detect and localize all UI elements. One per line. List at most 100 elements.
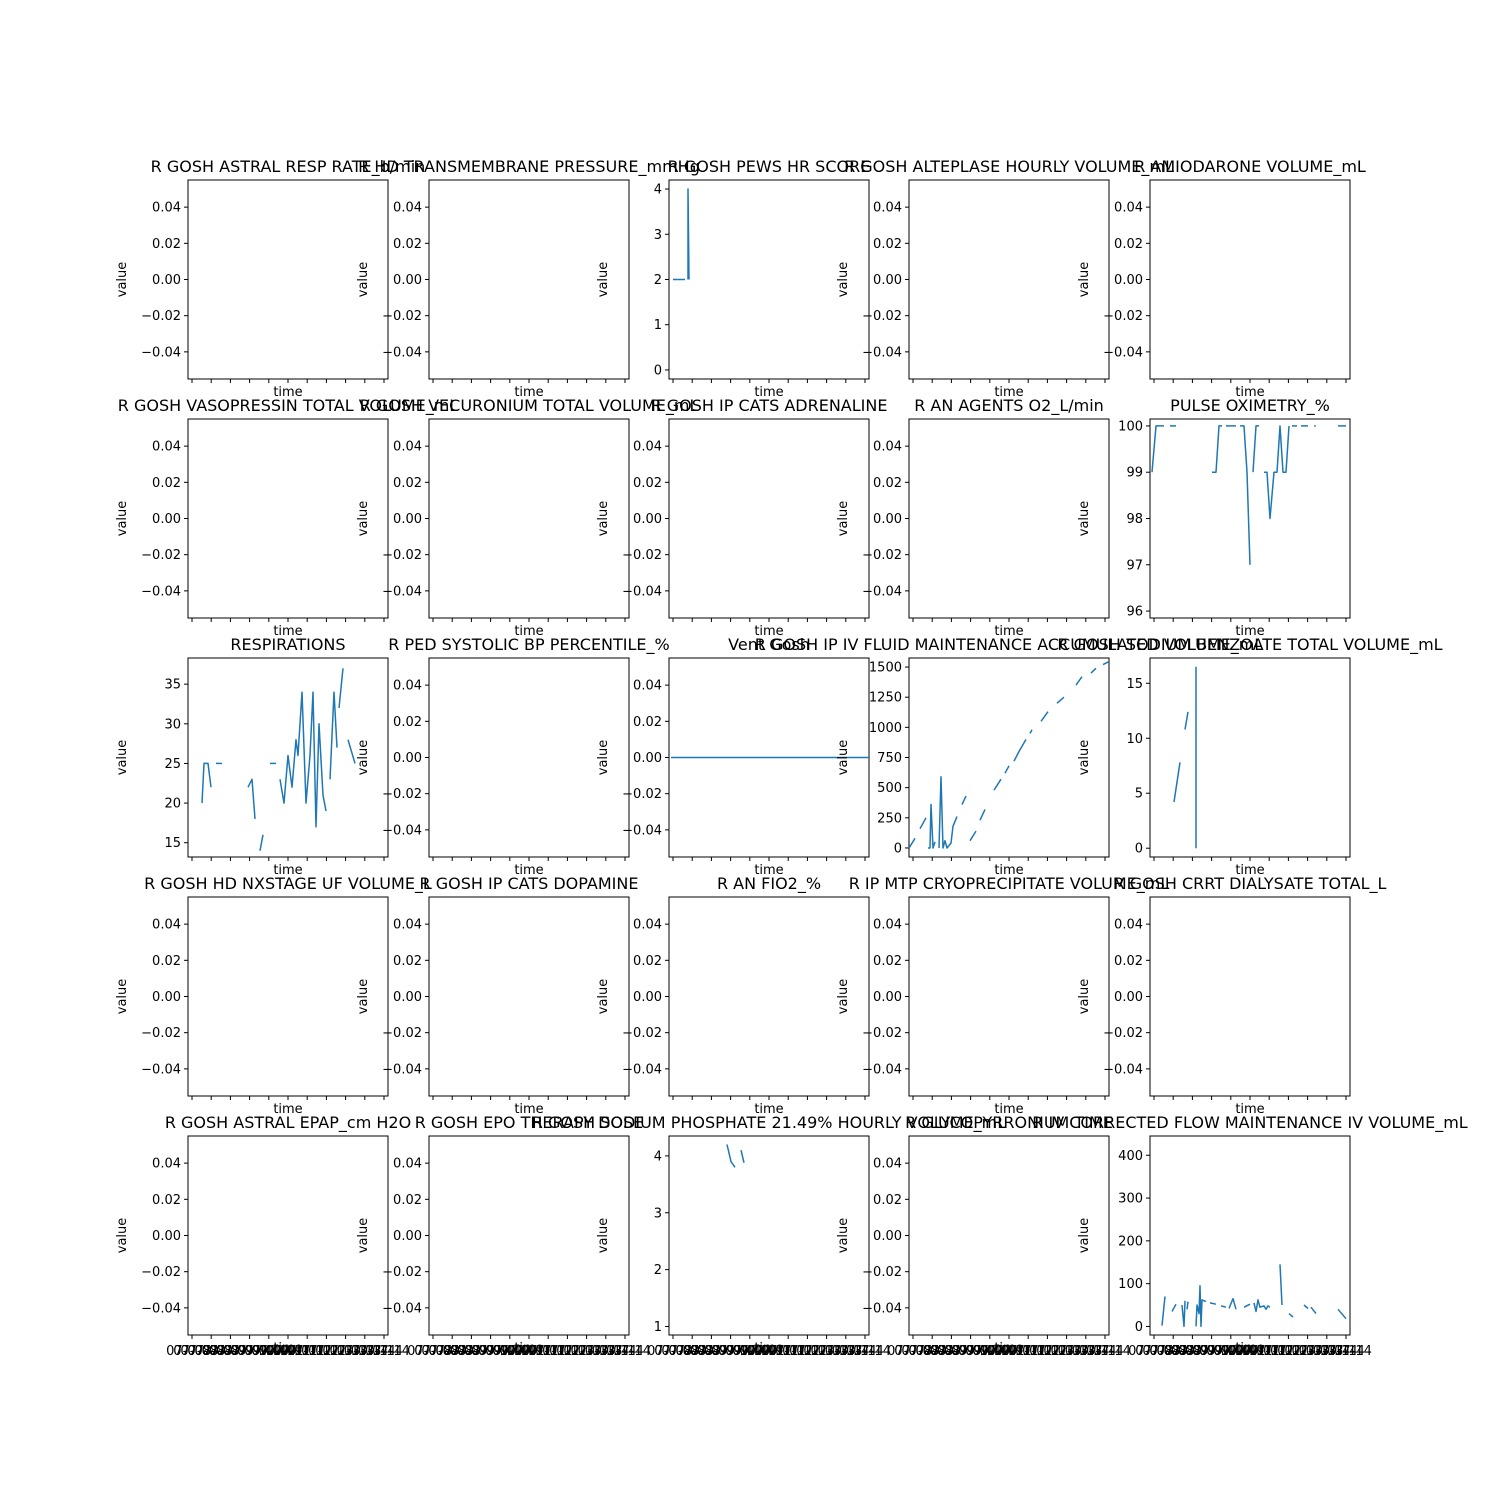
y-tick-label: 1500 xyxy=(869,661,902,676)
x-tick-label: 07-08 xyxy=(195,1344,233,1359)
series-line xyxy=(1310,1306,1317,1315)
x-tick-label: 07-14 xyxy=(1327,1344,1365,1359)
x-tick-label: 07-09 xyxy=(216,1344,254,1359)
y-tick-label: −0.02 xyxy=(622,1026,662,1041)
subplot: R IV CORRECTED FLOW MAINTENANCE IV VOLUM… xyxy=(1032,1113,1467,1359)
x-tick-label: 07-10 xyxy=(739,1344,777,1359)
y-axis-label: value xyxy=(836,262,851,298)
x-tick-label: 07-12 xyxy=(782,1344,820,1359)
x-tick-label: 07-11 xyxy=(528,1344,566,1359)
x-tick-label: 07-10 xyxy=(725,1344,763,1359)
x-tick-label: 07-08 xyxy=(916,1344,954,1359)
series-line xyxy=(1209,1302,1217,1305)
x-tick-label: 07-12 xyxy=(1029,1344,1067,1359)
x-tick-label: 07-13 xyxy=(570,1344,608,1359)
x-tick-label: 07-09 xyxy=(937,1344,975,1359)
x-axis-label: time xyxy=(1235,624,1264,639)
y-tick-label: −0.02 xyxy=(1103,309,1143,324)
subplot-title: R AN AGENTS O2_L/min xyxy=(914,396,1104,416)
x-axis-label: time xyxy=(994,1102,1023,1117)
series-line xyxy=(1056,696,1065,704)
y-tick-label: 0.04 xyxy=(873,918,902,933)
series-line xyxy=(1173,762,1181,803)
x-tick-label: 07-10 xyxy=(244,1344,282,1359)
y-tick-label: 98 xyxy=(1126,512,1143,527)
series-line xyxy=(726,1144,736,1168)
x-tick-label: 07-08 xyxy=(414,1344,452,1359)
y-tick-label: −0.02 xyxy=(141,548,181,563)
series-line xyxy=(908,837,916,849)
y-tick-label: 1 xyxy=(654,1320,662,1335)
x-tick-label: 07-14 xyxy=(1086,1344,1124,1359)
y-tick-label: 0.00 xyxy=(393,273,422,288)
x-tick-label: 07-08 xyxy=(443,1344,481,1359)
y-tick-label: −0.02 xyxy=(862,548,902,563)
x-axis-label: time xyxy=(994,1341,1023,1356)
x-tick-label: 07-12 xyxy=(549,1344,587,1359)
y-tick-label: 0.00 xyxy=(873,273,902,288)
x-tick-label: 07-12 xyxy=(542,1344,580,1359)
y-tick-label: −0.02 xyxy=(862,1026,902,1041)
y-tick-label: 0.02 xyxy=(152,1193,181,1208)
x-tick-label: 07-11 xyxy=(280,1344,318,1359)
x-tick-label: 07-08 xyxy=(901,1344,939,1359)
x-tick-label: 07-08 xyxy=(676,1344,714,1359)
x-tick-label: 07-14 xyxy=(853,1344,891,1359)
subplot-title: PULSE OXIMETRY_% xyxy=(1170,396,1330,416)
y-tick-label: 0.02 xyxy=(393,237,422,252)
y-tick-label: 20 xyxy=(164,797,181,812)
y-tick-label: −0.04 xyxy=(141,584,181,599)
x-tick-label: 07-08 xyxy=(173,1344,211,1359)
y-tick-label: 0.00 xyxy=(873,512,902,527)
x-axis-label: time xyxy=(514,1102,543,1117)
y-tick-label: 0.02 xyxy=(873,1193,902,1208)
y-tick-label: 0.00 xyxy=(393,1229,422,1244)
y-tick-label: −0.04 xyxy=(382,1062,422,1077)
x-tick-label: 07-14 xyxy=(846,1344,884,1359)
subplot-title: R HD TRANSMEMBRANE PRESSURE_mmHg xyxy=(358,157,700,177)
subplot: RESPIRATIONS value time 35 30 25 20 15 xyxy=(115,635,389,878)
y-tick-label: −0.04 xyxy=(382,823,422,838)
x-tick-label: 07-13 xyxy=(825,1344,863,1359)
series-line xyxy=(1151,425,1164,473)
y-tick-label: 3 xyxy=(654,1206,662,1221)
x-axis-label: time xyxy=(754,624,783,639)
x-tick-label: 07-10 xyxy=(1199,1344,1237,1359)
x-tick-label: 07-08 xyxy=(661,1344,699,1359)
y-axis-label: value xyxy=(836,979,851,1015)
subplot: R GOSH ASTRAL EPAP_cm H2O value time 0.04 0.… xyxy=(115,1113,411,1359)
x-axis-label: time xyxy=(754,385,783,400)
subplot: R AN FIO2_%value time 0.04 0.02 0.00 −0.02 −0.… xyxy=(596,874,870,1117)
x-tick-label: 07-08 xyxy=(436,1344,474,1359)
y-tick-label: −0.04 xyxy=(622,584,662,599)
x-tick-label: 07-09 xyxy=(951,1344,989,1359)
y-tick-label: 0.02 xyxy=(873,237,902,252)
y-tick-label: 35 xyxy=(164,678,181,693)
y-tick-label: 0.04 xyxy=(1114,918,1143,933)
y-axis-label: value xyxy=(115,979,130,1015)
x-tick-label: 07-09 xyxy=(464,1344,502,1359)
subplot-title: R GOSH HD NXSTAGE UF VOLUME_L xyxy=(144,874,432,894)
series-line xyxy=(1102,660,1110,666)
y-axis-label: value xyxy=(836,1218,851,1254)
x-tick-label: 07-11 xyxy=(507,1344,545,1359)
y-tick-label: 0.00 xyxy=(152,273,181,288)
y-tick-label: 100 xyxy=(1118,1277,1143,1292)
x-tick-label: 07-13 xyxy=(329,1344,367,1359)
x-tick-label: 07-12 xyxy=(535,1344,573,1359)
y-tick-label: −0.02 xyxy=(862,309,902,324)
x-tick-label: 07-08 xyxy=(654,1344,692,1359)
subplot: R GOSH IP CATS DOPAMINE value time 0.04 0.02… xyxy=(356,874,638,1117)
subplot: R GLYCOPYRRONIUM TIME value time 0.04 0.02 0.… xyxy=(836,1113,1131,1359)
x-tick-label: 07-12 xyxy=(1256,1344,1294,1359)
series-line xyxy=(201,762,212,804)
x-axis-label: time xyxy=(273,1102,302,1117)
y-tick-label: 750 xyxy=(877,751,902,766)
y-tick-label: 2 xyxy=(654,1263,662,1278)
subplot-title: R GOSH ASTRAL EPAP_cm H2O xyxy=(165,1113,411,1133)
x-tick-label: 07-11 xyxy=(994,1344,1032,1359)
x-tick-label: 07-13 xyxy=(1065,1344,1103,1359)
y-tick-label: 0.04 xyxy=(1114,201,1143,216)
subplot-title: R GOSH EPO THERAPY DOSE xyxy=(415,1113,644,1132)
